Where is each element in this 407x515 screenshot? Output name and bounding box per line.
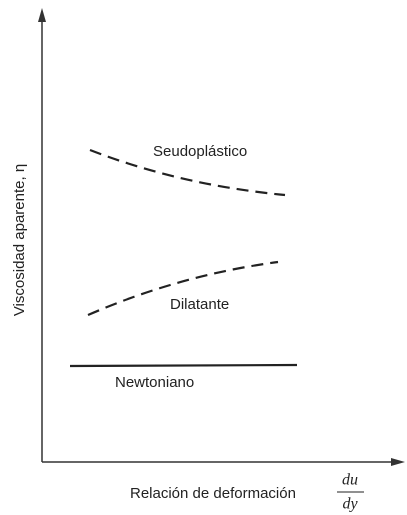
curve-label: Dilatante (170, 296, 229, 313)
y-axis-label: Viscosidad aparente, η (11, 164, 28, 316)
x-axis-label: Relación de deformación (130, 485, 296, 502)
fraction-denominator: dy (342, 496, 358, 513)
pseudoplastic-curve (89, 148, 286, 197)
curve-label: Seudoplástico (153, 143, 247, 160)
x-axis-arrow (391, 458, 405, 466)
y-axis-arrow (38, 8, 46, 22)
dilatant-curve (87, 260, 279, 317)
curve-label: Newtoniano (115, 374, 194, 391)
fraction-numerator: du (342, 472, 358, 489)
newtonian-line (69, 363, 298, 368)
